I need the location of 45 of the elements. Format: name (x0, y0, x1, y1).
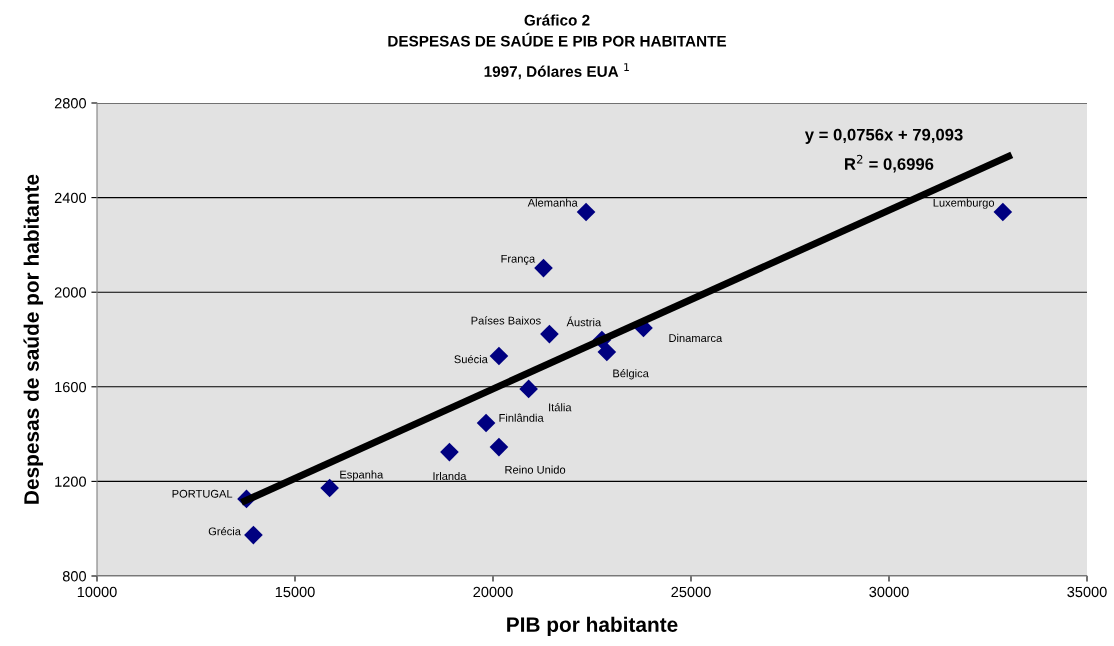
data-label: Alemanha (527, 198, 578, 207)
y-tick-label: 2800 (54, 98, 87, 109)
point (576, 202, 596, 222)
y-axis-title: Despesas de saúde por habitante (23, 174, 44, 504)
point (244, 525, 263, 545)
data-label: Irlanda (433, 471, 467, 481)
y-tick-label: 2000 (54, 287, 87, 298)
point (540, 324, 559, 344)
data-label: Luxemburgo (933, 198, 995, 209)
data-label: Finlândia (499, 413, 544, 422)
data-label: Itália (549, 403, 572, 412)
x-tick-label: 35000 (1067, 586, 1107, 598)
point (519, 379, 538, 399)
x-tick-label: 15000 (275, 586, 315, 598)
y-tick-label: 1600 (55, 381, 87, 393)
point (534, 258, 553, 278)
point (440, 442, 459, 462)
point (993, 202, 1013, 222)
data-label: Áustria (566, 316, 602, 327)
data-label: Espanha (340, 470, 384, 481)
point (489, 437, 509, 457)
data-label: Reino Unido (505, 465, 566, 474)
data-label: França (501, 254, 536, 265)
data-label: Países Baixos (471, 316, 541, 325)
y-tick-label: 1200 (55, 476, 87, 487)
x-axis-title: PIB por habitante (507, 616, 678, 637)
data-label: PORTUGAL (172, 489, 233, 498)
chart-title: Gráfico 2 DESPESAS DE SAÚDE E PIB POR HABITANTE (388, 14, 727, 47)
x-tick-label: 25000 (671, 586, 711, 598)
point (320, 478, 339, 498)
data-label: Suécia (454, 354, 488, 364)
data-label: Bélgica (613, 369, 649, 380)
data-label: Dinamarca (669, 333, 723, 343)
annotation: R$^{2}$ = 0,6996 (845, 154, 934, 173)
point (489, 346, 509, 366)
y-tick-label: 2400 (54, 192, 87, 204)
x-tick-label: 20000 (473, 586, 513, 598)
data-label: Grécia (208, 527, 241, 536)
annotation: y = 0,0756x + 79,093 (804, 128, 963, 144)
x-tick-label: 30000 (869, 586, 909, 598)
chart-subtitle: 1997, Dólares EUA $^{1}$ (484, 63, 629, 80)
point (476, 413, 496, 433)
y-tick-label: 800 (62, 571, 87, 582)
x-tick-label: 10000 (77, 586, 117, 598)
point (597, 342, 617, 362)
